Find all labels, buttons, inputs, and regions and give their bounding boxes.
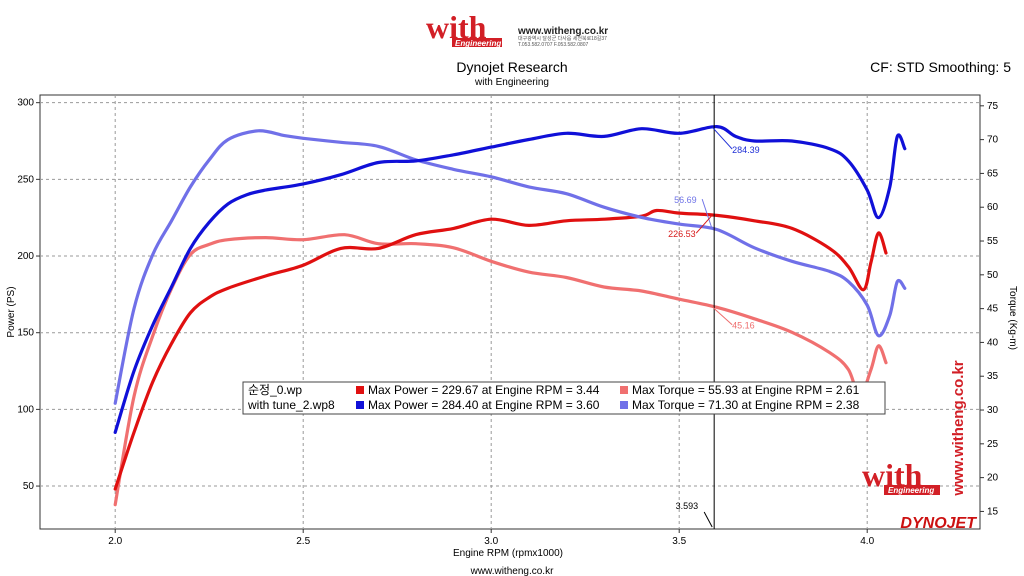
y2-tick-label: 65 [987,168,999,179]
x-tick-label: 4.0 [860,536,874,547]
settings-text: CF: STD Smoothing: 5 [870,59,1011,75]
series-line-torque-stock [113,233,888,507]
y2-tick-label: 70 [987,135,999,146]
x-axis-label: Engine RPM (rpmx1000) [453,548,563,559]
y2-tick-label: 55 [987,236,999,247]
series-layer [113,124,907,507]
legend-swatch-torque-1 [620,386,628,394]
cursor-value-label: 45.16 [732,321,755,331]
header-logo-sub-bg [452,38,502,47]
header-logo: with Engineering [426,9,502,48]
y-tick-label: 50 [23,481,35,492]
cursor-value-label: 284.39 [732,145,760,155]
cursor-value-labels: 284.39 56.69 226.53 45.16 [668,126,760,331]
cursor: 3.593 [676,95,715,529]
y2-tick-label: 50 [987,270,999,281]
chart-title: Dynojet Research [456,59,567,75]
legend-file-1: 순정_0.wp [248,383,302,397]
chart-subtitle: with Engineering [474,77,549,88]
y2-axis-label: Torque (Kg-m) [1007,286,1018,350]
y2-tick-label: 45 [987,304,999,315]
watermark-logo: with Engineering [862,457,940,495]
cursor-rpm-label: 3.593 [676,501,699,511]
y2-axis-ticks: 15 20 25 30 35 40 45 50 55 60 65 70 75 [980,101,999,517]
legend-swatch-power-1 [356,386,364,394]
cursor-label-leader [711,126,733,150]
y-axis-ticks: 50 100 150 200 250 300 [17,98,40,492]
header-phone: T.053.582.0707 F.053.582.0807 [518,42,589,48]
legend-torque-1: Max Torque = 55.93 at Engine RPM = 2.61 [632,383,860,397]
cursor-label-leader [695,214,713,234]
x-tick-label: 3.0 [484,536,498,547]
series-line-torque-tune [113,129,907,405]
y2-tick-label: 25 [987,439,999,450]
dynojet-brand: DYNOJET [900,515,977,532]
legend-swatch-torque-2 [620,401,628,409]
plot-frame [39,94,981,530]
legend-power-2: Max Power = 284.40 at Engine RPM = 3.60 [368,398,600,412]
watermark-logo-sub-bg [884,485,940,495]
legend-swatch-power-2 [356,401,364,409]
y2-tick-label: 20 [987,473,999,484]
cursor-value-label: 226.53 [668,229,696,239]
footer-website: www.witheng.co.kr [470,566,554,576]
y2-tick-label: 75 [987,101,999,112]
y-tick-label: 300 [17,98,34,109]
cursor-label-leader [711,306,733,326]
x-tick-label: 2.5 [296,536,310,547]
legend-box [242,381,886,415]
y2-tick-label: 30 [987,405,999,416]
cursor-value-label: 56.69 [674,195,697,205]
y2-tick-label: 40 [987,337,999,348]
y-tick-label: 150 [17,328,34,339]
watermark-logo-sub: Engineering [888,486,934,495]
y-tick-label: 100 [17,404,34,415]
watermark-vertical-site: www.witheng.co.kr [950,360,967,496]
header-website: www.witheng.co.kr [517,26,608,37]
y2-tick-label: 15 [987,506,999,517]
legend-torque-2: Max Torque = 71.30 at Engine RPM = 2.38 [632,398,860,412]
header-logo-sub: Engineering [455,39,501,48]
header-address: 대구광역시 달성군 다사읍 세천북로18길37 [518,35,607,42]
cursor-arrow [703,511,713,528]
legend: 순정_0.wp Max Power = 229.67 at Engine RPM… [242,381,886,415]
series-line-power-tune [113,124,907,434]
y2-tick-label: 60 [987,202,999,213]
x-tick-label: 3.5 [672,536,686,547]
y2-tick-label: 35 [987,371,999,382]
x-axis-ticks: 2.0 2.5 3.0 3.5 4.0 [108,529,875,547]
series-line-power-stock [113,208,888,491]
y-axis-label: Power (PS) [6,286,17,337]
legend-power-1: Max Power = 229.67 at Engine RPM = 3.44 [368,383,600,397]
y-tick-label: 250 [17,174,34,185]
x-tick-label: 2.0 [108,536,122,547]
cursor-label-leader [701,198,713,230]
legend-file-2: with tune_2.wp8 [247,398,335,412]
y-tick-label: 200 [17,251,34,262]
